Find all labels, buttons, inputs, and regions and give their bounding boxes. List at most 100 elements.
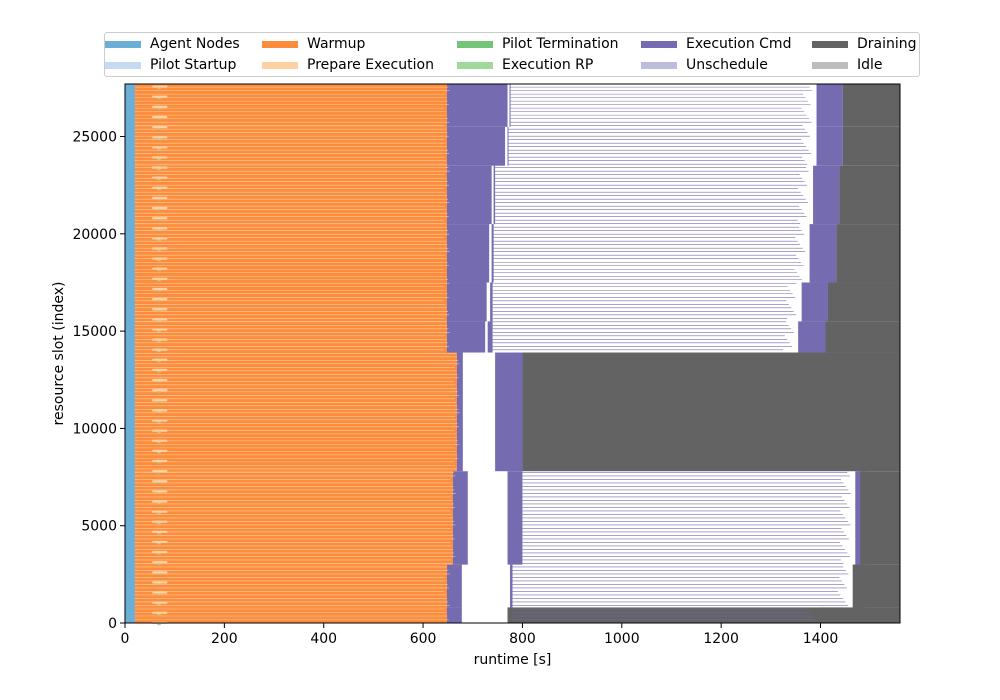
x-axis: 0 200 400 600 800 1000 1200 1400	[121, 623, 838, 647]
execution-rp-mark	[157, 411, 161, 413]
execution-cmd-bar	[446, 607, 462, 623]
legend-item: Pilot Termination	[457, 35, 619, 53]
prepare-execution-mark	[152, 287, 168, 291]
y-axis: 0 5000 10000 15000 20000 25000	[72, 130, 125, 632]
execution-rp-mark	[157, 128, 161, 130]
prepare-execution-mark	[152, 206, 168, 210]
prepare-execution-mark	[152, 328, 168, 331]
execution-rp-mark	[157, 543, 161, 545]
execution-rp-mark	[157, 563, 161, 565]
x-tick-label: 800	[509, 631, 536, 647]
prepare-execution-mark	[152, 338, 168, 341]
execution-rp-mark	[157, 613, 161, 616]
execution-cmd-bar	[487, 321, 493, 353]
prepare-execution-mark	[152, 611, 168, 614]
prepare-execution-mark	[152, 389, 168, 392]
execution-rp-mark	[157, 371, 161, 373]
x-tick-label: 600	[410, 631, 437, 647]
execution-cmd-bar	[446, 321, 486, 353]
draining-bar	[860, 471, 900, 565]
draining-bar	[842, 84, 900, 127]
warmup-bar	[134, 607, 447, 623]
execution-cmd-bar	[446, 84, 508, 127]
prepare-execution-mark	[152, 348, 168, 351]
execution-rp-mark	[157, 573, 161, 575]
execution-cmd-bar	[446, 564, 462, 608]
draining-bar	[827, 282, 900, 322]
legend-swatch	[641, 61, 677, 69]
x-tick-label: 1200	[703, 631, 739, 647]
prepare-execution-mark	[152, 490, 168, 493]
warmup-bar	[134, 224, 447, 283]
prepare-execution-mark	[152, 459, 168, 463]
x-tick-label: 400	[310, 631, 337, 647]
execution-cmd-bar	[509, 84, 511, 127]
prepare-execution-mark	[152, 510, 168, 513]
legend-label: Unschedule	[686, 57, 768, 73]
execution-cmd-bar	[491, 224, 494, 283]
execution-rp-mark	[157, 482, 161, 484]
execution-rp-mark	[157, 441, 161, 444]
execution-cmd-bar	[507, 126, 509, 166]
execution-cmd-bar	[446, 224, 490, 283]
legend-label: Warmup	[307, 36, 366, 52]
prepare-execution-mark	[152, 480, 168, 483]
draining-bar	[522, 352, 900, 472]
legend-swatch	[262, 61, 298, 69]
prepare-execution-mark	[152, 237, 168, 240]
x-tick-label: 0	[121, 631, 130, 647]
execution-rp-mark	[157, 502, 161, 504]
draining-bar	[836, 224, 900, 283]
execution-rp-mark	[157, 310, 161, 312]
warmup-bar	[134, 126, 447, 166]
legend-item: Pilot Startup	[105, 56, 236, 74]
legend-item: Idle	[812, 56, 883, 74]
warmup-bar	[134, 321, 447, 353]
execution-rp-mark	[157, 148, 161, 150]
prepare-execution-mark	[152, 308, 168, 311]
execution-rp-mark	[157, 320, 161, 322]
prepare-execution-mark	[152, 257, 168, 260]
prepare-execution-mark	[152, 429, 168, 432]
prepare-execution-mark	[152, 449, 168, 452]
y-tick-label: 10000	[72, 421, 117, 437]
execution-rp-mark	[157, 451, 161, 454]
prepare-execution-mark	[152, 277, 168, 280]
legend-item: Draining	[812, 35, 917, 53]
prepare-execution-mark	[152, 186, 168, 189]
legend-label: Pilot Termination	[502, 36, 619, 52]
task-stripes-layer	[134, 85, 851, 626]
prepare-execution-mark	[152, 318, 168, 321]
prepare-execution-mark	[152, 95, 168, 98]
legend-label: Pilot Startup	[150, 57, 237, 73]
legend-item: Execution RP	[457, 56, 593, 74]
draining-bar	[852, 564, 900, 608]
prepare-execution-mark	[152, 156, 168, 159]
chart-legend: Agent Nodes Pilot Startup Warmup Prepare Ex…	[104, 32, 920, 77]
prepare-execution-mark	[152, 115, 168, 119]
execution-rp-mark	[157, 512, 161, 514]
execution-cmd-bar	[456, 352, 463, 472]
execution-cmd-bar	[510, 564, 513, 608]
prepare-execution-mark	[152, 439, 168, 442]
pilot-startup-bar	[125, 84, 135, 623]
execution-rp-mark	[157, 360, 161, 363]
prepare-execution-mark	[152, 419, 168, 422]
execution-cmd-bar	[816, 84, 843, 127]
execution-cmd-bar	[507, 471, 523, 565]
execution-rp-mark	[157, 492, 161, 494]
prepare-execution-mark	[152, 247, 168, 250]
prepare-execution-mark	[152, 409, 168, 412]
execution-rp-mark	[157, 340, 161, 342]
prepare-execution-mark	[152, 298, 168, 301]
execution-rp-mark	[157, 553, 161, 555]
execution-cmd-bar	[798, 321, 826, 353]
legend-label: Execution RP	[502, 57, 594, 73]
execution-rp-mark	[157, 300, 161, 302]
execution-rp-mark	[157, 624, 161, 626]
legend-swatch	[457, 61, 493, 69]
prepare-execution-mark	[152, 227, 168, 230]
warmup-bar	[134, 282, 447, 322]
execution-cmd-bar	[816, 126, 843, 166]
